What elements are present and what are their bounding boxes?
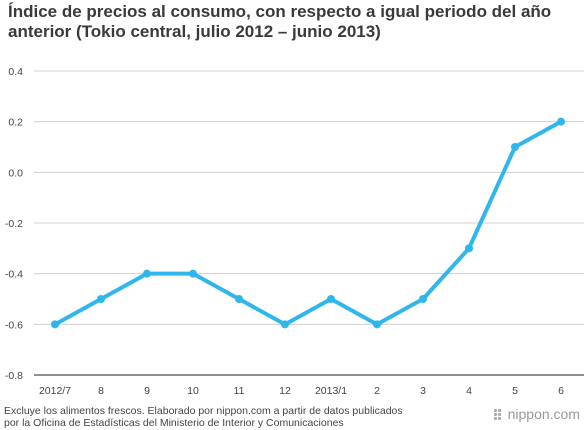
y-axis-tick-labels: 0.4 0.2 0.0 -0.2 -0.4 -0.6 -0.8 [5, 66, 23, 382]
footnote-line-1: Excluye los alimentos frescos. Elaborado… [4, 405, 403, 417]
data-point [419, 295, 427, 303]
y-tick-label: -0.2 [5, 218, 23, 230]
x-tick-label: 5 [512, 385, 518, 397]
data-point [143, 269, 151, 278]
data-point [281, 320, 289, 329]
y-tick-label: -0.6 [5, 319, 23, 331]
logo-mark-icon [493, 408, 504, 420]
x-tick-label: 11 [234, 385, 245, 397]
x-tick-label: 8 [98, 385, 104, 397]
x-tick-label: 6 [558, 385, 564, 397]
data-point [189, 269, 197, 278]
grid-lines [34, 70, 584, 325]
x-axis-tick-labels: 2012/7 8 9 10 11 12 2013/1 2 3 4 5 6 [39, 385, 564, 397]
y-tick-label: 0.2 [8, 117, 23, 129]
logo-text: nippon.com [507, 406, 580, 422]
x-tick-label: 2013/1 [315, 385, 347, 397]
x-tick-label: 9 [144, 385, 150, 397]
chart-title: Índice de precios al consumo, con respec… [8, 2, 552, 41]
x-tick-label: 2 [374, 385, 380, 397]
y-tick-label: 0.0 [8, 167, 23, 179]
data-points [51, 117, 565, 329]
data-point [51, 320, 59, 329]
x-tick-label: 12 [279, 385, 291, 397]
x-tick-label: 3 [420, 385, 426, 397]
x-tick-label: 4 [466, 385, 472, 397]
data-point [511, 143, 519, 151]
data-point [97, 295, 105, 303]
y-tick-label: 0.4 [8, 66, 23, 78]
line-chart: 0.4 0.2 0.0 -0.2 -0.4 -0.6 -0.8 2012/7 8 9 10 11 12… [5, 66, 584, 397]
data-point [465, 244, 473, 253]
series-line [53, 119, 563, 327]
footnote-line-2: por la Oficina de Estadísticas del Minis… [4, 417, 344, 429]
nippon-logo: nippon.com [493, 406, 580, 422]
footnote: Excluye los alimentos frescos. Elaborado… [4, 405, 474, 429]
y-tick-label: -0.8 [5, 370, 23, 382]
x-tick-label: 2012/7 [39, 385, 71, 397]
y-tick-label: -0.4 [5, 269, 23, 281]
x-tick-label: 10 [187, 385, 199, 397]
data-point [373, 320, 381, 329]
data-point [327, 295, 335, 303]
data-point [557, 117, 565, 126]
data-point [235, 295, 243, 303]
